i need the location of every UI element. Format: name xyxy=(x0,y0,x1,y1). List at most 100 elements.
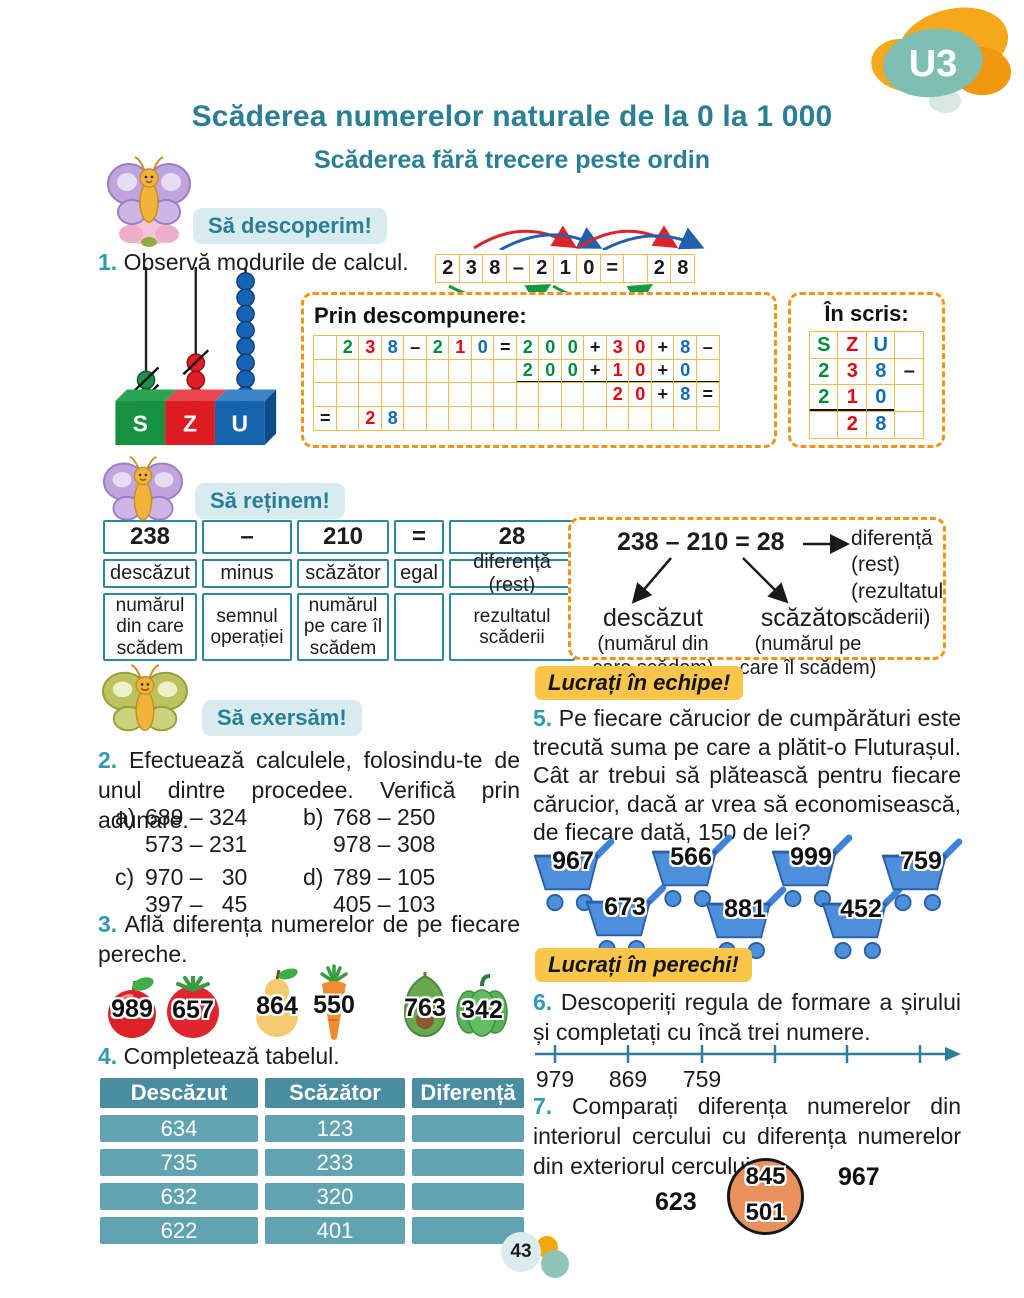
grid-cell xyxy=(448,382,473,408)
table-cell: 210 xyxy=(297,520,389,554)
grid-cell: 1 xyxy=(837,384,868,413)
calculation-item: b) 768 – 250 978 – 308 xyxy=(303,804,533,858)
grid-cell xyxy=(313,382,338,408)
grid-cell: + xyxy=(583,335,608,361)
diagram-text: diferență xyxy=(851,527,933,550)
remember-label: Să reținem! xyxy=(195,483,345,519)
table-cell-empty xyxy=(412,1183,524,1210)
grid-cell xyxy=(448,358,473,384)
circle-outer-number: 623 xyxy=(655,1188,697,1216)
exercise-2-items: a) 689 – 324 573 – 231 b) 768 – 250 978 … xyxy=(115,804,533,918)
subtraction-expression: 573 – 231 xyxy=(145,831,248,857)
diagram-text: scăzător xyxy=(760,604,856,632)
grid-cell xyxy=(695,358,720,384)
table-cell: numărul din care scădem xyxy=(103,593,197,661)
subtraction-table: Descăzut Scăzător Diferență 634 123 735 … xyxy=(100,1078,524,1244)
grid-cell: 2 xyxy=(358,405,383,431)
discover-label: Să descoperim! xyxy=(193,208,387,244)
grid-cell: 3 xyxy=(458,254,484,284)
remember-diagram: 238 – 210 = 28 diferență (rest) (rezulta… xyxy=(568,517,946,679)
grid-cell xyxy=(605,405,630,431)
grid-cell xyxy=(335,358,360,384)
table-cell: minus xyxy=(202,559,292,588)
decomposition-row: 2 0 0 +1 0 +0 xyxy=(313,358,764,384)
grid-cell: 1 xyxy=(605,358,630,384)
tomato-icon: 657 xyxy=(158,976,228,1040)
diagram-text: descăzut xyxy=(602,604,704,632)
grid-cell: S xyxy=(808,331,839,360)
exercise-5-statement: 5. Pe fiecare cărucior de cumpărături es… xyxy=(533,704,961,847)
grid-cell xyxy=(335,382,360,408)
grid-cell: = xyxy=(313,405,338,431)
shopping-cart-icon: 673 xyxy=(582,884,668,960)
grid-cell: 0 xyxy=(628,335,653,361)
pepper-icon: 342 xyxy=(452,974,512,1040)
decomposition-row: 2 3 8–2 1 0 = 2 0 0 +3 0 +8– xyxy=(313,335,764,361)
grid-cell: 1 xyxy=(552,254,578,284)
grid-cell: 0 xyxy=(560,358,585,384)
table-cell-empty xyxy=(412,1115,524,1142)
exercise-6-number: 6. xyxy=(533,989,553,1015)
grid-cell: = xyxy=(493,335,518,361)
diagram-text: care îl scădem) xyxy=(739,656,877,679)
cart-amount: 999 xyxy=(790,843,832,871)
grid-cell: 2 xyxy=(435,254,461,284)
grid-cell xyxy=(425,382,450,408)
written-form-title: În scris: xyxy=(824,301,909,326)
cart-amount: 967 xyxy=(552,847,594,875)
decomposition-title: Prin descompunere: xyxy=(314,303,527,328)
grid-cell xyxy=(493,405,518,431)
table-cell: rezultatul scăderii xyxy=(449,593,575,661)
grid-cell: 2 xyxy=(515,358,540,384)
grid-cell: 2 xyxy=(837,410,868,439)
place-value-arcs-top xyxy=(473,225,705,252)
grid-cell: 2 xyxy=(425,335,450,361)
grid-cell: 2 xyxy=(515,335,540,361)
number-line xyxy=(535,1045,961,1063)
written-form-row: 2 3 8– xyxy=(808,357,925,386)
subtraction-expression: 970 – 30 xyxy=(145,864,248,890)
grid-cell xyxy=(358,382,383,408)
cart-amount: 759 xyxy=(900,847,942,875)
cart-amount: 881 xyxy=(724,895,766,923)
equation-cells: 2 3 8–2 1 0 = 2 8 xyxy=(435,254,716,284)
grid-cell: 3 xyxy=(605,335,630,361)
grid-cell: 1 xyxy=(448,335,473,361)
column-header: Scăzător xyxy=(265,1078,405,1108)
page-number: 43 xyxy=(501,1232,541,1272)
exercise-3-text: Află diferența numerelor de pe fiecare p… xyxy=(98,911,520,967)
lesson-subtitle: Scăderea fără trecere peste ordin xyxy=(313,146,711,174)
diagram-text: scăderii) xyxy=(851,606,931,630)
grid-cell: 8 xyxy=(670,254,696,284)
calculation-item: d) 789 – 105 405 – 103 xyxy=(303,864,533,918)
grid-cell: 0 xyxy=(560,335,585,361)
exercise-7-text: Comparați diferența numerelor din interi… xyxy=(533,1093,962,1179)
grid-cell xyxy=(313,335,338,361)
item-label: d) xyxy=(303,864,324,890)
table-cell: 622 xyxy=(100,1217,258,1244)
diagram-difference-label: diferență (rest) (rezultatul scăderii) xyxy=(851,526,943,632)
exercise-4-statement: 4. Completează tabelul. xyxy=(98,1042,520,1072)
subtraction-expression: 789 – 105 xyxy=(333,864,436,890)
table-cell xyxy=(394,593,444,661)
grid-cell: 8 xyxy=(482,254,508,284)
cart-amount: 566 xyxy=(670,843,712,871)
remember-table: 238 – 210 = 28 descăzut minus scăzător e… xyxy=(103,520,575,661)
shopping-cart-icon: 759 xyxy=(878,838,964,914)
exercise-3-statement: 3. Află diferența numerelor de pe fiecar… xyxy=(98,910,520,970)
table-cell: 233 xyxy=(265,1149,405,1176)
grid-cell: 8 xyxy=(380,335,405,361)
exercise-6-statement: 6. Descoperiți regula de formare a șirul… xyxy=(533,988,961,1048)
table-cell-empty xyxy=(412,1149,524,1176)
grid-cell: 2 xyxy=(808,357,839,386)
grid-cell: 0 xyxy=(628,382,653,408)
grid-cell xyxy=(894,384,925,413)
decomposition-row: = 2 8 xyxy=(313,405,764,431)
exercise-7-number: 7. xyxy=(533,1093,553,1119)
avocado-icon: 763 xyxy=(397,970,453,1042)
fruit-number: 763 xyxy=(404,994,446,1022)
grid-cell: 0 xyxy=(538,358,563,384)
grid-cell xyxy=(583,405,608,431)
